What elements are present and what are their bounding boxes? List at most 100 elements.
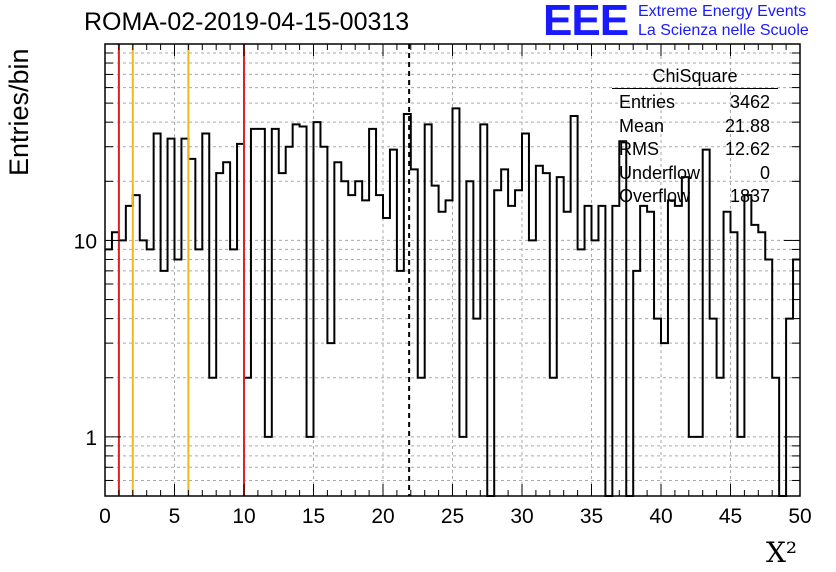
stats-value: 0 — [759, 162, 770, 183]
histogram-bin — [661, 343, 668, 496]
stats-label: Overflow — [619, 186, 691, 206]
histogram-bin — [161, 271, 168, 496]
x-tick-label: 35 — [580, 505, 603, 528]
histogram-bin — [411, 169, 418, 496]
histogram-bin — [536, 166, 543, 496]
histogram-bin — [320, 147, 327, 496]
histogram-bin — [717, 378, 724, 496]
histogram-bin — [682, 177, 689, 496]
y-tick-label: 1 — [85, 427, 97, 450]
histogram-bin — [175, 259, 182, 496]
histogram-bin — [737, 437, 744, 496]
histogram-bin — [202, 134, 209, 496]
histogram-bin — [272, 129, 279, 496]
histogram-bin — [286, 147, 293, 496]
histogram-bin — [744, 195, 751, 496]
logo-line2: La Scienza nelle Scuole — [638, 22, 809, 39]
stats-row-rms: RMS 12.62 — [612, 139, 778, 163]
histogram-bin — [244, 378, 251, 496]
stats-value: 21.88 — [724, 115, 770, 136]
logo-mark: EEE — [543, 0, 629, 45]
stats-row-entries: Entries 3462 — [612, 92, 778, 116]
stats-label: Entries — [619, 92, 676, 112]
histogram-bin — [251, 129, 258, 496]
histogram-bin — [209, 378, 216, 496]
histogram-bin — [369, 129, 376, 496]
stats-value: 1837 — [729, 186, 770, 206]
histogram-bin — [696, 437, 703, 496]
histogram-bin — [501, 169, 508, 496]
histogram-bin — [425, 124, 432, 496]
histogram-bin — [758, 232, 765, 496]
histogram-bin — [327, 343, 334, 496]
stats-label: Underflow — [619, 162, 701, 183]
histogram-bin — [154, 134, 161, 496]
x-tick-label: 15 — [302, 505, 325, 528]
histogram-bin — [765, 259, 772, 496]
histogram-bin — [348, 195, 355, 496]
histogram-bin — [585, 206, 592, 496]
histogram-bin — [188, 159, 195, 496]
histogram-bin — [314, 122, 321, 496]
histogram-bin — [355, 181, 362, 496]
histogram-bin — [612, 206, 619, 496]
histogram-bin — [439, 212, 446, 496]
stats-value: 12.62 — [724, 139, 770, 159]
histogram-bin — [119, 240, 126, 496]
x-tick-label: 30 — [510, 505, 533, 528]
histogram-bin — [689, 437, 696, 496]
stats-title: ChiSquare — [612, 66, 778, 89]
histogram-bin — [105, 249, 112, 496]
x-tick-label: 25 — [441, 505, 464, 528]
histogram-bin — [571, 116, 578, 496]
histogram-bin — [731, 232, 738, 496]
histogram-bin — [466, 181, 473, 496]
histogram-bin — [258, 129, 265, 496]
histogram-bin — [383, 218, 390, 496]
histogram-bin — [522, 134, 529, 496]
run-title: ROMA-02-2019-04-15-00313 — [84, 8, 410, 36]
histogram-bin — [654, 319, 661, 496]
histogram-bin — [508, 206, 515, 496]
histogram-bin — [647, 212, 654, 496]
histogram-bin — [168, 139, 175, 496]
histogram-bin — [494, 190, 501, 496]
histogram-bin — [543, 173, 550, 496]
logo-line1: Extreme Energy Events — [638, 3, 807, 20]
histogram-bin — [786, 319, 793, 496]
histogram-bin — [675, 206, 682, 496]
stats-row-mean: Mean 21.88 — [612, 116, 778, 140]
histogram-bin — [432, 186, 439, 496]
histogram-bin — [550, 378, 557, 496]
y-tick-label: 10 — [74, 230, 97, 253]
histogram-bin — [397, 271, 404, 496]
histogram-bin — [751, 225, 758, 496]
histogram-bin — [112, 232, 119, 496]
stats-row-overflow: Overflow 1837 — [612, 186, 778, 210]
histogram-bin — [557, 177, 564, 496]
x-tick-label: 40 — [649, 505, 672, 528]
histogram-bin — [181, 139, 188, 496]
histogram-bin — [341, 181, 348, 496]
histogram-bin — [133, 195, 140, 496]
histogram-bin — [633, 271, 640, 496]
stats-box: ChiSquare Entries 3462 Mean 21.88 RMS 12… — [612, 66, 778, 210]
histogram-bin — [223, 162, 230, 496]
eee-logo: EEE Extreme Energy Events La Scienza nel… — [543, 0, 833, 48]
histogram-outline — [105, 107, 800, 497]
stats-row-underflow: Underflow 0 — [612, 163, 778, 187]
stats-label: RMS — [619, 139, 659, 159]
histogram-bin — [334, 162, 341, 496]
histogram-bin — [564, 212, 571, 496]
histogram-bin — [453, 108, 460, 496]
x-axis-label: X² — [766, 536, 798, 569]
histogram-bin — [300, 127, 307, 496]
histogram-bin — [230, 249, 237, 496]
histogram-bin — [473, 319, 480, 496]
x-tick-label: 10 — [232, 505, 255, 528]
histogram-bin — [578, 249, 585, 496]
histogram-bin — [668, 200, 675, 496]
histogram-bin — [529, 240, 536, 496]
